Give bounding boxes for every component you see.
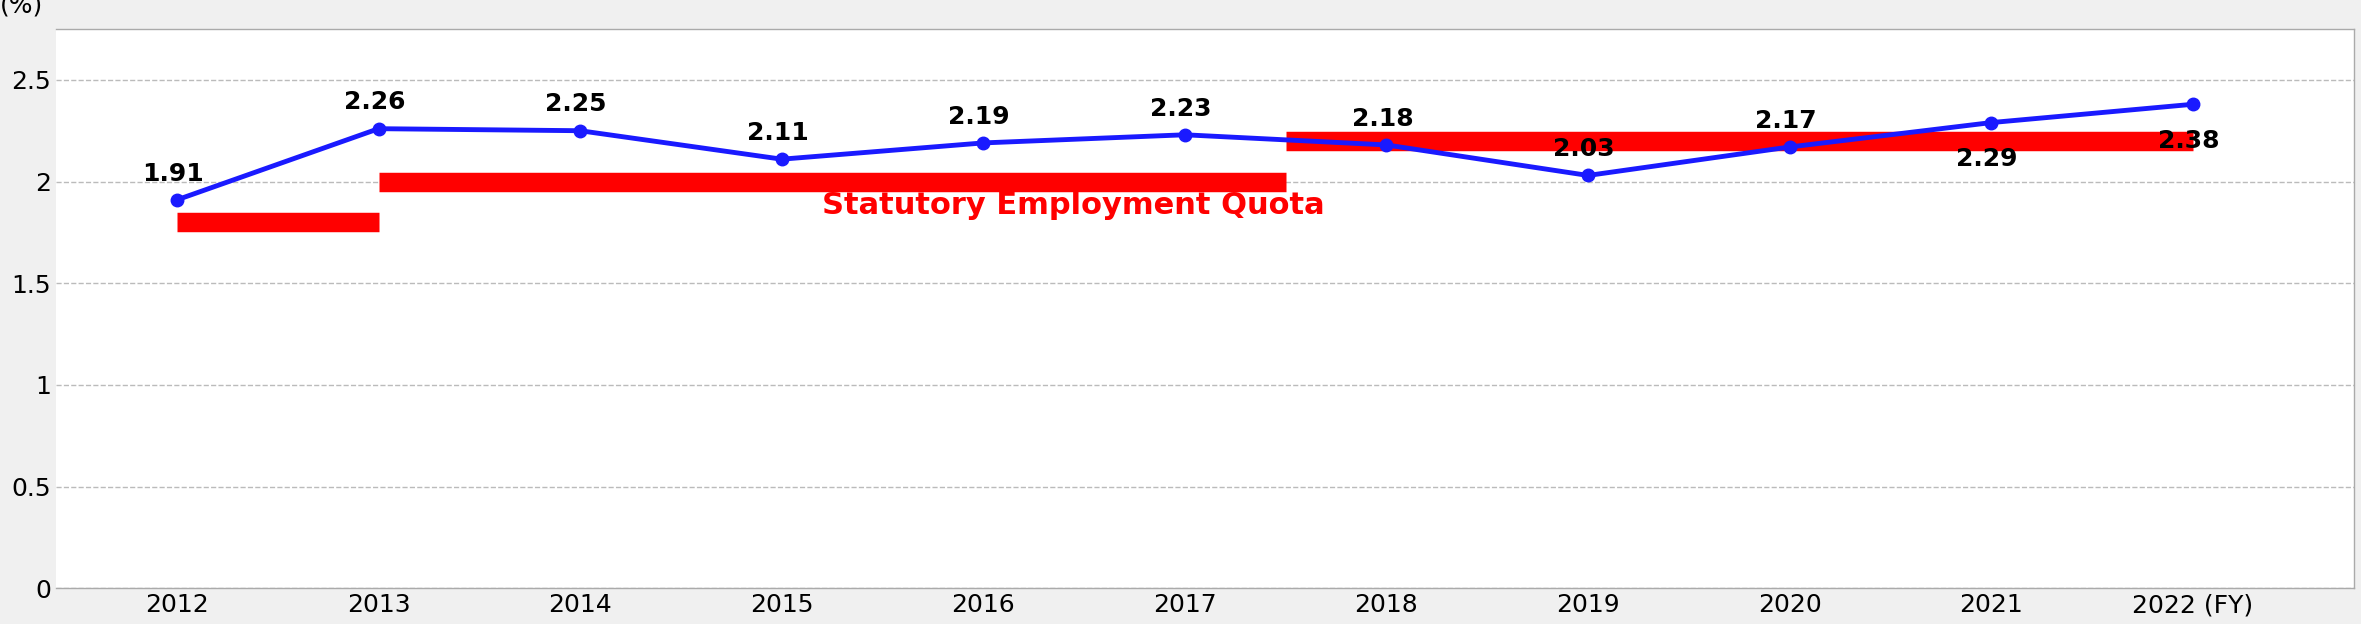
Text: 2.38: 2.38	[2158, 129, 2219, 153]
Text: 2.17: 2.17	[1754, 109, 1816, 133]
Text: 2.19: 2.19	[949, 105, 1011, 129]
Y-axis label: (%): (%)	[0, 0, 42, 18]
Text: 2.29: 2.29	[1957, 147, 2019, 171]
Text: 2.11: 2.11	[746, 121, 807, 145]
Text: 2.18: 2.18	[1350, 107, 1414, 130]
Text: 1.91: 1.91	[142, 162, 203, 185]
Text: 2.03: 2.03	[1554, 137, 1615, 161]
Text: 2.23: 2.23	[1150, 97, 1211, 120]
Text: Statutory Employment Quota: Statutory Employment Quota	[822, 192, 1325, 220]
Text: 2.26: 2.26	[345, 90, 406, 114]
Text: 2.25: 2.25	[545, 92, 607, 117]
